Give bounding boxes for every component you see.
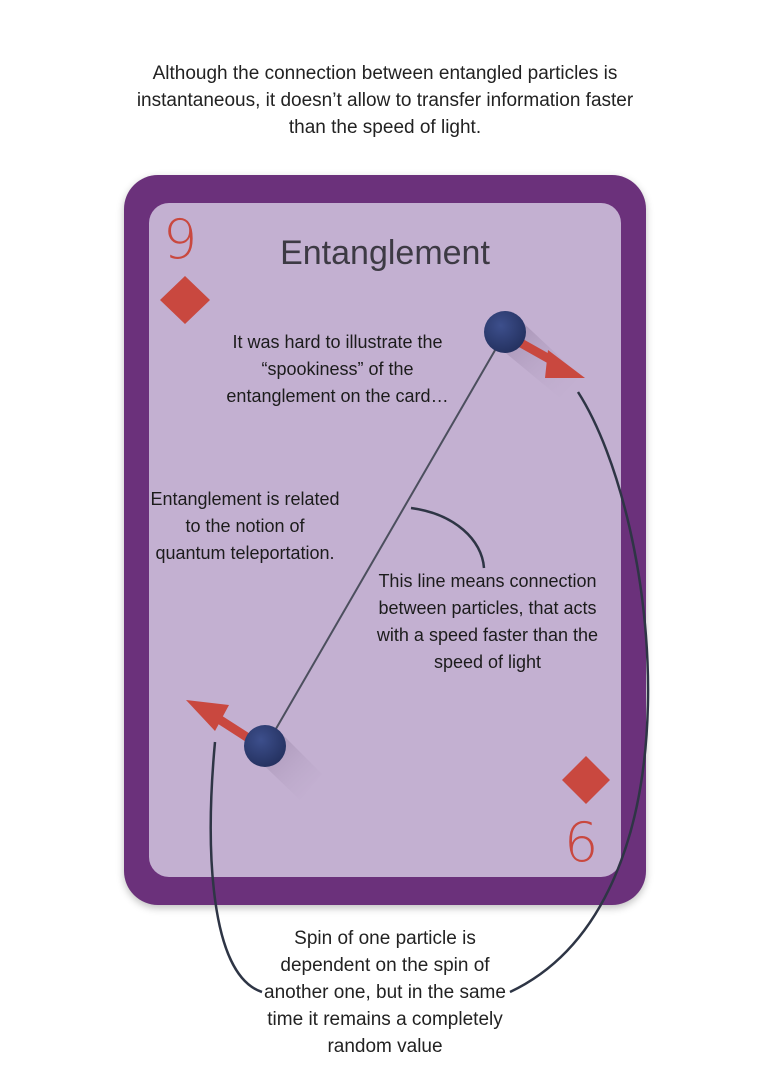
diamond-suit-icon-top — [160, 276, 210, 324]
rank-top: 9 — [163, 208, 198, 271]
spin-connector-left — [209, 741, 263, 994]
particle-top — [484, 311, 526, 353]
particle-bottom — [244, 725, 286, 767]
entanglement-line — [265, 332, 506, 747]
bottom-caption: Spin of one particle is dependent on the… — [264, 928, 506, 1057]
spookiness-note: It was hard to illustrate the “spookines… — [226, 332, 449, 406]
teleportation-note: Entanglement is related to the notion of… — [150, 489, 340, 563]
diamond-suit-icon-bottom — [562, 756, 610, 804]
line-callout-connector — [410, 506, 486, 569]
spin-connector-right — [509, 391, 650, 994]
card-title: Entanglement — [280, 234, 490, 272]
spin-arrow-bottom — [186, 700, 259, 747]
top-caption: Although the connection between entangle… — [136, 63, 634, 138]
line-meaning-note: This line means connection between parti… — [376, 571, 599, 672]
rank-bottom: 6 — [564, 811, 599, 874]
